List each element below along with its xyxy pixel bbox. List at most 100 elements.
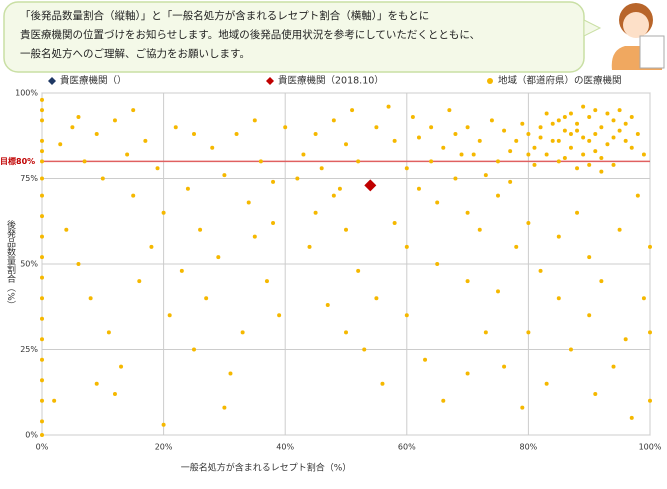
point [326, 303, 330, 307]
point [192, 132, 196, 136]
point [563, 115, 567, 119]
point [648, 330, 652, 334]
point [344, 142, 348, 146]
point [131, 108, 135, 112]
point [125, 153, 129, 157]
point [587, 139, 591, 143]
point [648, 399, 652, 403]
point [356, 159, 360, 163]
point [344, 330, 348, 334]
point [605, 142, 609, 146]
notice-line: 貴医療機関の位置づけをお知らせします。地域の後発品使用状況を参考にしていただくと… [20, 28, 480, 41]
point [374, 296, 378, 300]
point [40, 433, 44, 437]
point [216, 255, 220, 259]
point [222, 406, 226, 410]
point [618, 129, 622, 133]
point [551, 122, 555, 126]
point [575, 211, 579, 215]
notice-line: 一般名処方へのご理解、ご協力をお願いします。 [20, 47, 250, 60]
point [95, 132, 99, 136]
point [40, 159, 44, 163]
point [374, 125, 378, 129]
point [435, 262, 439, 266]
point [508, 180, 512, 184]
y-tick-label: 50% [20, 260, 38, 269]
point [514, 245, 518, 249]
point [618, 228, 622, 232]
point [429, 159, 433, 163]
point [581, 153, 585, 157]
point [557, 118, 561, 122]
point [40, 337, 44, 341]
point [593, 132, 597, 136]
point [612, 163, 616, 167]
point [40, 139, 44, 143]
point [350, 108, 354, 112]
point [40, 118, 44, 122]
point [593, 108, 597, 112]
point [210, 146, 214, 150]
point [599, 156, 603, 160]
point [417, 135, 421, 139]
point [70, 125, 74, 129]
point [478, 139, 482, 143]
point [551, 139, 555, 143]
point [545, 153, 549, 157]
point [320, 166, 324, 170]
point [539, 135, 543, 139]
point [40, 108, 44, 112]
y-axis-label: 後発品数量割合（%） [5, 219, 16, 310]
y-tick-label: 25% [20, 345, 38, 354]
point [624, 122, 628, 126]
point [612, 365, 616, 369]
point [204, 296, 208, 300]
point [58, 142, 62, 146]
point [40, 358, 44, 362]
point [575, 122, 579, 126]
person-illustration [612, 3, 664, 70]
point [599, 170, 603, 174]
point [344, 228, 348, 232]
point [186, 187, 190, 191]
point [453, 132, 457, 136]
x-tick-label: 20% [155, 443, 173, 452]
point [222, 173, 226, 177]
point [76, 115, 80, 119]
point [520, 122, 524, 126]
point [64, 228, 68, 232]
point [192, 348, 196, 352]
point [460, 153, 464, 157]
point [362, 348, 366, 352]
legend-marker [487, 78, 493, 84]
point [557, 139, 561, 143]
point [453, 177, 457, 181]
point [545, 112, 549, 116]
point [137, 279, 141, 283]
legend-marker [48, 77, 56, 85]
chart: 「後発品数量割合（縦軸）」と「一般名処方が含まれるレセプト割合（横軸）」をもとに… [0, 0, 667, 485]
point [332, 194, 336, 198]
point [308, 245, 312, 249]
point [435, 200, 439, 204]
point [575, 166, 579, 170]
point [466, 211, 470, 215]
point [599, 125, 603, 129]
point [40, 399, 44, 403]
x-tick-label: 60% [398, 443, 416, 452]
point [466, 279, 470, 283]
point [636, 132, 640, 136]
point [484, 173, 488, 177]
point [526, 132, 530, 136]
point [648, 245, 652, 249]
legend-label: 地域（都道府県）の医療機関 [498, 75, 622, 87]
point [587, 115, 591, 119]
point [539, 125, 543, 129]
point [95, 382, 99, 386]
point [405, 313, 409, 317]
point [156, 166, 160, 170]
point [393, 139, 397, 143]
point [441, 399, 445, 403]
point [174, 125, 178, 129]
point [235, 132, 239, 136]
